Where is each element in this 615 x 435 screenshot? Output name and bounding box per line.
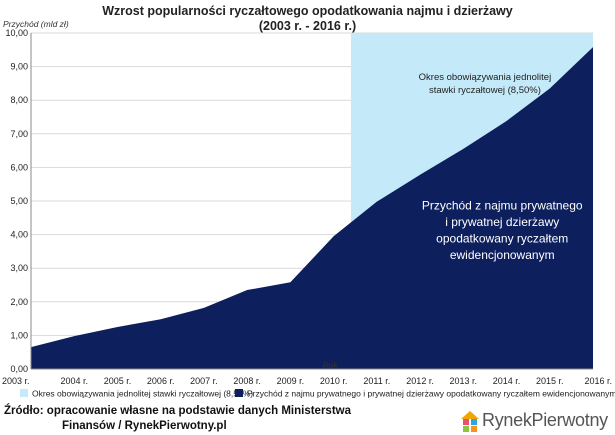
x-tick-label: 2015 r. [536,376,564,386]
x-tick-label: 2010 r. [320,376,348,386]
y-tick-label: 1,00 [10,330,28,340]
revenue-area-path [31,47,593,369]
y-tick-label: 9,00 [10,62,28,72]
legend-swatch [235,389,243,397]
annotation-text: Przychód z najmu prywatnego [422,198,583,212]
x-tick-label: 2003 r. [2,376,30,386]
chart-title: Wzrost popularności ryczałtowego opodatk… [102,4,513,18]
legend: Okres obowiązywania jednolitej stawki ry… [20,389,615,399]
x-axis-label: Rok [322,360,338,370]
x-tick-labels: 2003 r. 2004 r. 2005 r. 2006 r. 2007 r. 2008 … [2,376,612,386]
chart-subtitle: (2003 r. - 2016 r.) [258,19,357,33]
y-tick-label: 7,00 [10,129,28,139]
annotation-text: i prywatnej dzierżawy [445,215,559,229]
x-tick-label: 2012 r. [406,376,434,386]
x-tick-label: 2008 r. [233,376,261,386]
legend-label: Przychód z najmu prywatnego i prywatnej … [247,389,615,399]
y-tick-label: 0,00 [10,364,28,374]
y-tick-label: 3,00 [10,263,28,273]
y-tick-label: 2,00 [10,297,28,307]
source-line-1: Źródło: opracowanie własne na podstawie … [4,405,351,417]
x-tick-label: 2005 r. [104,376,132,386]
annotation-text: Okres obowiązywania jednolitej [419,72,552,83]
x-tick-label: 2009 r. [277,376,305,386]
legend-swatch [20,389,28,397]
source-line-2: Finansów / RynekPierwotny.pl [62,420,227,432]
annotations: Okres obowiązywania jednolitej stawki ryc… [419,72,583,262]
legend-label: Okres obowiązywania jednolitej stawki ry… [32,389,253,399]
x-tick-label: 2014 r. [493,376,521,386]
x-tick-label: 2006 r. [147,376,175,386]
annotation-text: ewidencjonowanym [450,248,555,262]
revenue-area [30,47,594,369]
x-tick-label: 2011 r. [363,376,390,386]
y-tick-label: 5,00 [10,196,28,206]
area-chart: Przychód (mld zł) 0,00 1,00 2,00 3,00 4,00 5,… [2,19,615,399]
annotation-text: opodatkowany ryczałtem [436,231,568,245]
y-tick-label: 10,00 [5,28,28,38]
annotation-text: stawki ryczałtowej (8,50%) [429,85,541,96]
rynekpierwotny-logo[interactable]: RynekPierwotny [460,410,612,434]
x-tick-label: 2013 r. [450,376,478,386]
y-tick-label: 8,00 [10,95,28,105]
x-tick-label: 2016 r. [584,376,612,386]
x-tick-label: 2004 r. [60,376,88,386]
source-note: Źródło: opracowanie własne na podstawie … [4,404,404,434]
y-tick-label: 4,00 [10,230,28,240]
house-icon [461,411,479,432]
y-tick-label: 6,00 [10,162,28,172]
axes [30,33,593,370]
x-tick-label: 2007 r. [190,376,218,386]
logo-text: RynekPierwotny [482,410,608,430]
y-axis-label: Przychód (mld zł) [3,19,69,29]
y-tick-labels: 0,00 1,00 2,00 3,00 4,00 5,00 6,00 7,00 8,00 9,00… [5,28,28,374]
